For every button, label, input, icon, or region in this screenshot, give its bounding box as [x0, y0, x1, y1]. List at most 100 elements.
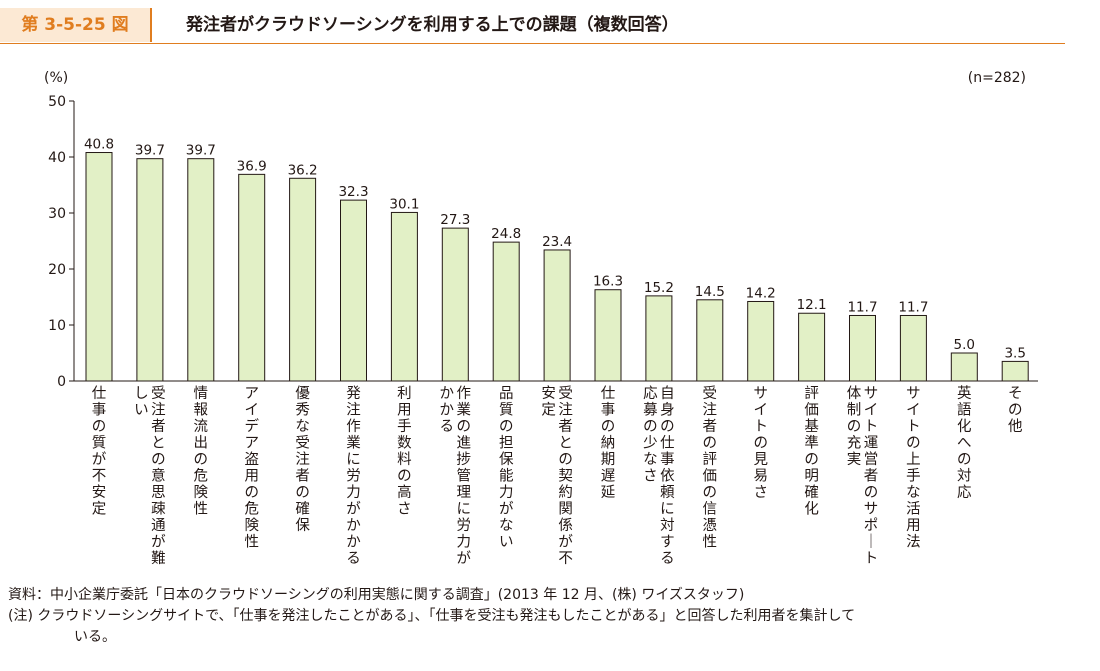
category-label-char: に: [346, 452, 361, 468]
category-label-char: 注: [151, 402, 166, 419]
bar-value-label: 39.7: [135, 143, 165, 159]
figure-title: 発注者がクラウドソーシングを利用する上での課題（複数回答）: [186, 15, 679, 35]
bar: [899, 314, 927, 382]
category-label-char: 上: [906, 451, 921, 468]
category-label-char: さ: [397, 501, 412, 518]
category-label-char: い: [499, 535, 514, 551]
category-label-char: 自: [660, 385, 675, 402]
bar: [747, 300, 775, 382]
category-label: 自身の仕事依頼に対する: [660, 385, 675, 567]
category-label-char: 営: [864, 451, 879, 468]
category-label-char: 保: [499, 451, 514, 468]
category-label-char: の: [906, 436, 921, 452]
bar: [645, 295, 673, 382]
category-label-char: ポ: [864, 517, 879, 534]
category-label-char: 憑: [703, 517, 718, 534]
category-label-char: の: [558, 452, 573, 468]
category-label-char: る: [440, 419, 455, 435]
bar-value-label: 23.4: [542, 234, 572, 250]
category-label-char: 少: [643, 435, 658, 452]
category-label-char: 作: [457, 385, 472, 402]
bar-value-label: 24.8: [491, 226, 521, 242]
category-label-char: 用: [244, 469, 259, 485]
bar: [187, 158, 215, 382]
category-label-char: 難: [151, 550, 166, 567]
category-label: 体制の充実: [847, 385, 862, 468]
category-label-char: 品: [499, 385, 514, 402]
category-label-char: 手: [906, 468, 921, 485]
bar-value-label: 5.0: [954, 337, 975, 353]
category-label-char: 体: [847, 385, 862, 402]
category-label-char: サ: [753, 386, 768, 402]
footnote-line-2: いる。: [74, 629, 116, 645]
category-label-char: 担: [499, 435, 514, 452]
category-label-char: 流: [194, 418, 209, 435]
category-label-char: の: [804, 452, 819, 468]
category-label-char: が: [558, 534, 573, 551]
bar: [289, 177, 317, 382]
category-label-char: の: [194, 452, 209, 468]
category-label-char: の: [295, 485, 310, 501]
category-label-char: 遅: [601, 469, 616, 485]
category-label-char: 質: [499, 401, 514, 419]
category-label-char: 価: [804, 402, 819, 419]
y-tick-label: 10: [48, 318, 66, 334]
category-label-char: 優: [295, 385, 310, 402]
category-label-char: な: [295, 418, 310, 435]
category-label-char: 受: [151, 385, 166, 402]
category-label-char: 数: [397, 435, 412, 452]
bar: [1001, 360, 1029, 382]
category-label-char: の: [499, 419, 514, 435]
category-label-char: 見: [753, 452, 768, 468]
category-label-char: の: [92, 419, 107, 435]
category-label-char: 者: [151, 418, 166, 435]
y-tick-label: 30: [48, 206, 66, 222]
bar: [594, 289, 622, 382]
category-label-char: 力: [346, 484, 361, 501]
category-label-char: な: [499, 517, 514, 534]
category-label-char: 能: [499, 468, 514, 485]
category-label-char: 用: [906, 518, 921, 534]
category-label-char: 仕: [660, 435, 675, 452]
category-label-char: デ: [244, 417, 259, 435]
category-label: 英語化への対応: [957, 384, 972, 501]
category-label-char: 報: [194, 402, 209, 419]
bar-value-label: 11.7: [847, 299, 877, 315]
category-label-char: 安: [92, 484, 107, 501]
category-label-char: 充: [847, 435, 862, 452]
category-label-char: 関: [558, 502, 573, 518]
category-label: アイデア盗用の危険性: [244, 386, 259, 551]
bar-value-label: 11.7: [898, 299, 928, 315]
category-label-char: イ: [244, 403, 259, 419]
category-label-char: 受: [558, 385, 573, 402]
category-label-char: 不: [92, 469, 107, 485]
bar: [85, 152, 113, 382]
category-label: 応募の少なさ: [643, 385, 658, 485]
bar: [492, 241, 520, 382]
category-label-char: す: [660, 534, 675, 551]
category-label-char: 力: [457, 534, 472, 551]
category-label-char: 思: [151, 485, 166, 501]
category-label-char: 事: [660, 451, 675, 468]
category-label-char: が: [499, 501, 514, 518]
bar-value-label: 39.7: [186, 143, 216, 159]
category-label-char: 事: [601, 402, 616, 419]
category-label-char: 他: [1008, 418, 1023, 435]
category-label-char: 確: [295, 501, 310, 518]
chart-axes: 0 10 20 30 40 50: [48, 94, 1038, 390]
category-label-char: 定: [92, 501, 107, 518]
category-label-char: ト: [753, 419, 768, 435]
category-label-char: な: [906, 484, 921, 501]
bar-value-label: 12.1: [797, 297, 827, 313]
category-label-char: が: [151, 534, 166, 551]
category-label-char: 英: [957, 384, 972, 402]
category-label-char: 制: [847, 402, 862, 419]
category-label-char: 仕: [601, 385, 616, 402]
category-label-char: 運: [864, 436, 879, 452]
category-label-char: 受: [703, 385, 718, 402]
category-label-char: 利: [397, 385, 412, 402]
bar: [136, 158, 164, 382]
category-label-char: イ: [906, 403, 921, 419]
category-label-char: 係: [558, 517, 573, 534]
category-label: その他: [1008, 386, 1023, 435]
